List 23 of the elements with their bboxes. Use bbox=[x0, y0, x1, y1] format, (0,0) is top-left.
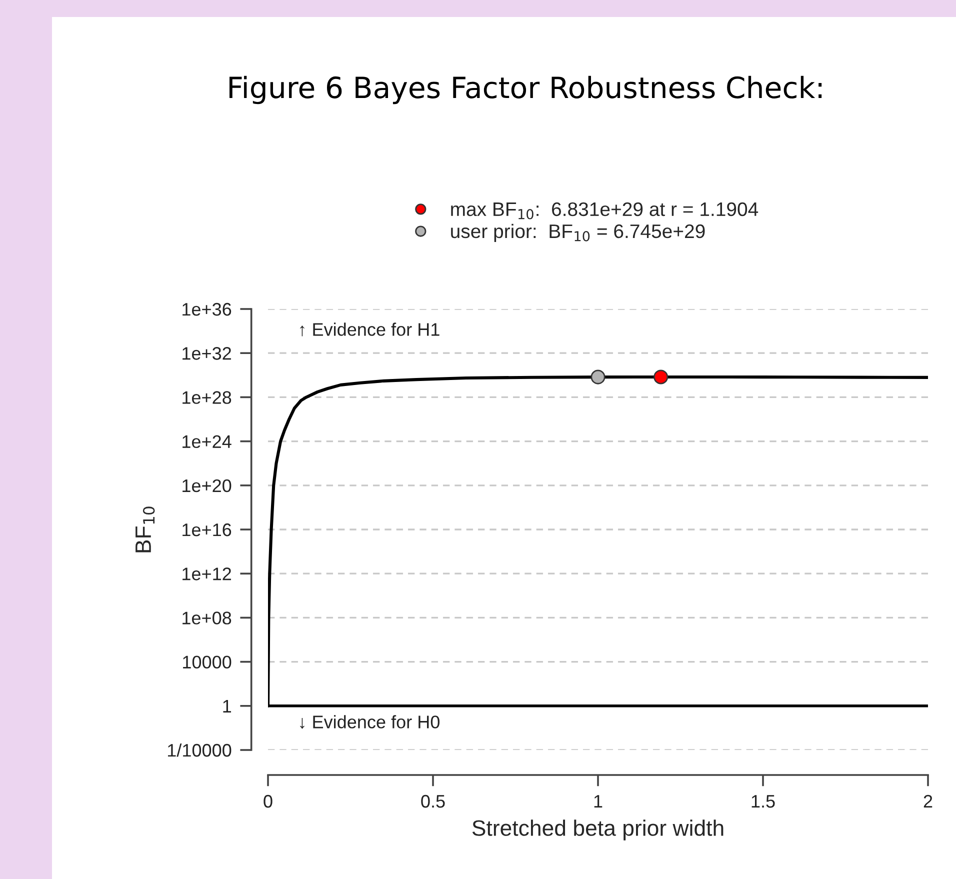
x-tick-label: 2 bbox=[924, 794, 932, 808]
x-axis-title: Stretched beta prior width bbox=[472, 820, 724, 840]
y-tick-label: 1e+20 bbox=[182, 479, 232, 492]
x-tick-label: 0.5 bbox=[421, 794, 445, 808]
y-tick-label: 1e+28 bbox=[182, 391, 232, 404]
x-tick-label: 0 bbox=[264, 794, 272, 808]
legend-label: user prior: BF$_{10}$ = 6.745e+29 bbox=[451, 224, 705, 242]
y-axis-title: BF$_{10}$ bbox=[136, 506, 155, 552]
legend-label: max BF$_{10}$: 6.831e+29 at r = 1.1904 bbox=[451, 202, 758, 220]
y-tick-label: 1e+24 bbox=[182, 435, 232, 448]
y-tick-label: 1 bbox=[223, 700, 232, 712]
y-tick-label: 1e+16 bbox=[182, 523, 232, 536]
x-tick-label: 1 bbox=[594, 795, 602, 808]
y-tick-label: 1e+08 bbox=[182, 612, 232, 624]
y-tick-label: 1e+12 bbox=[182, 568, 231, 580]
y-tick-label: 1e+36 bbox=[182, 302, 232, 316]
annotation: ↓ Evidence for H0 bbox=[300, 715, 440, 729]
x-tick-label: 1.5 bbox=[752, 795, 775, 808]
y-tick-label: 1/10000 bbox=[168, 743, 232, 757]
chart-title: Figure 6 Bayes Factor Robustness Check: bbox=[229, 76, 822, 104]
y-tick-label: 10000 bbox=[183, 656, 232, 669]
annotation: ↑ Evidence for H1 bbox=[300, 322, 440, 336]
y-tick-label: 1e+32 bbox=[182, 347, 231, 360]
